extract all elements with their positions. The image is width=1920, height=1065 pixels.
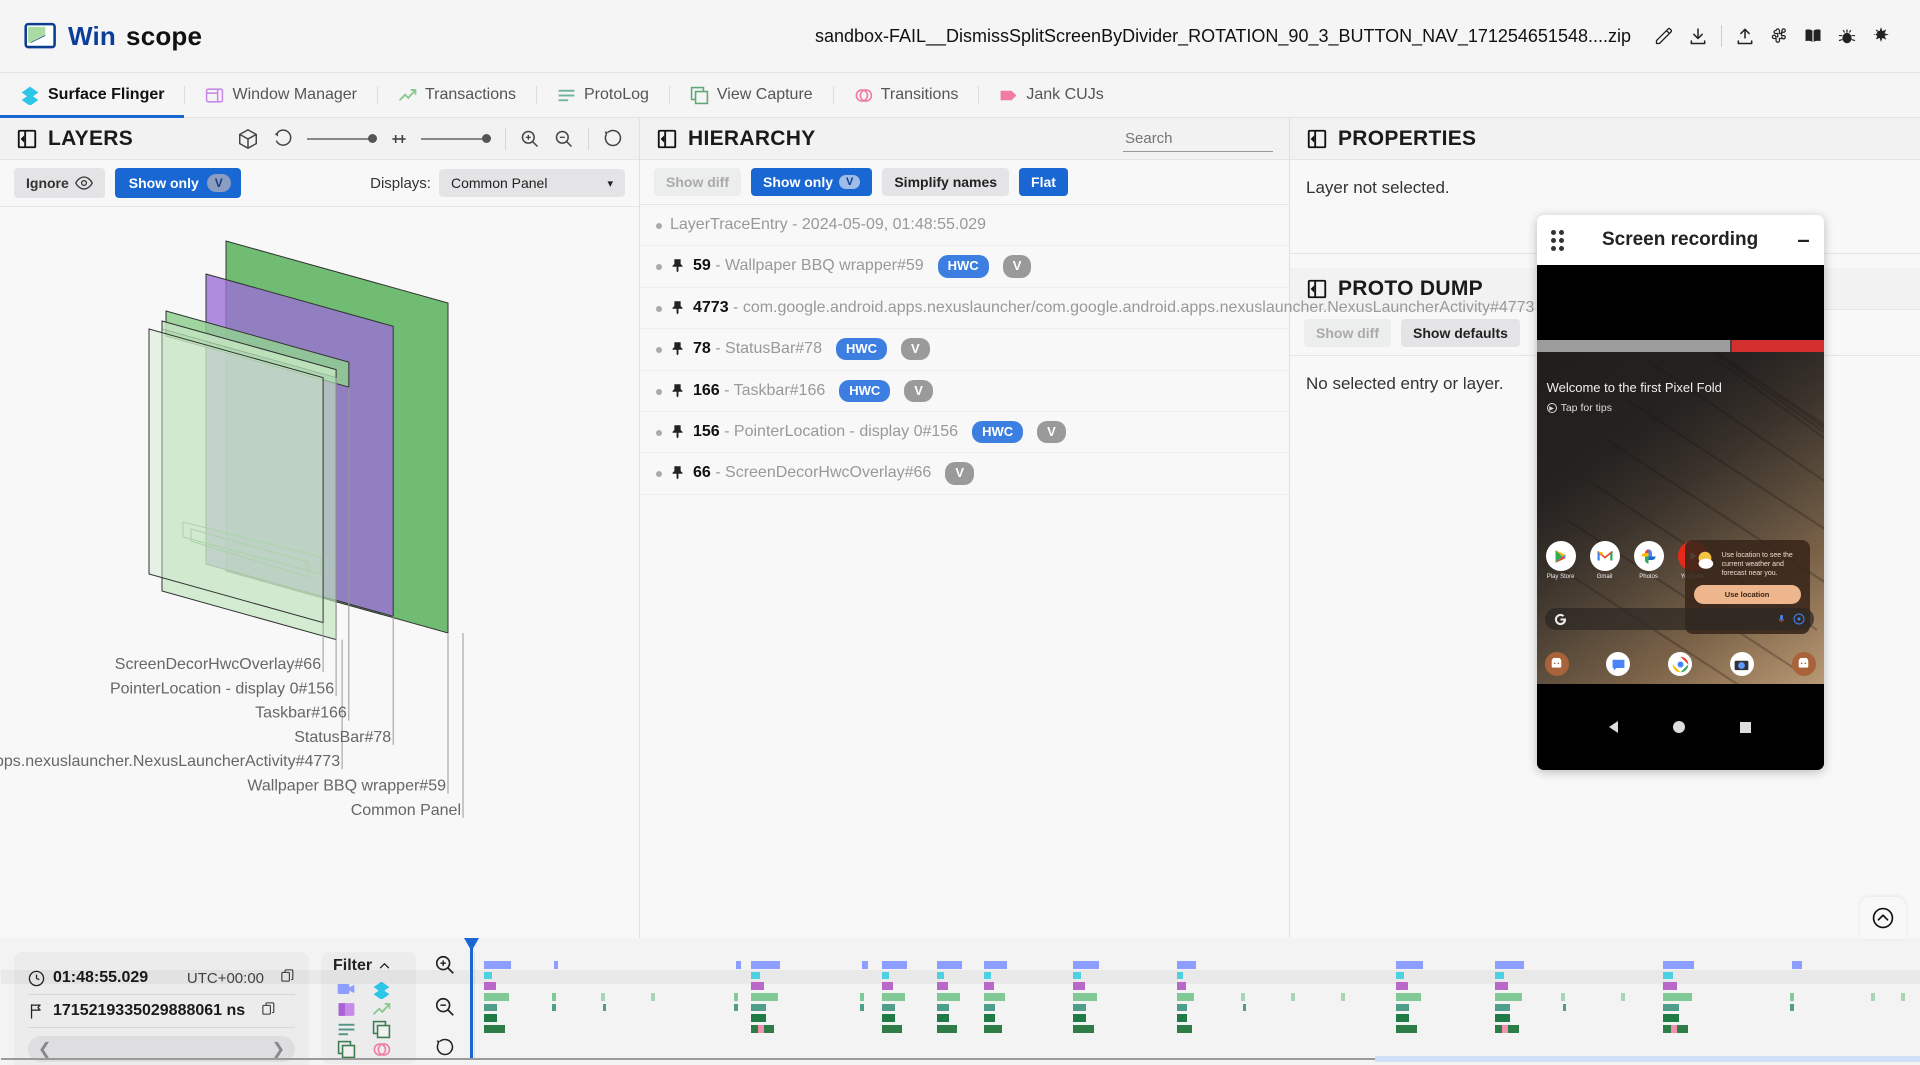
svg-text:Wallpaper BBQ wrapper#59: Wallpaper BBQ wrapper#59 [247, 778, 446, 795]
svg-text:Common Panel: Common Panel [351, 802, 461, 819]
svg-text:StatusBar#78: StatusBar#78 [294, 729, 391, 746]
svg-text:google.android.apps.nexuslaunc: google.android.apps.nexuslauncher.NexusL… [0, 753, 340, 770]
svg-text:Taskbar#166: Taskbar#166 [255, 705, 347, 722]
svg-text:PointerLocation - display 0#15: PointerLocation - display 0#156 [110, 680, 334, 697]
svg-text:ScreenDecorHwcOverlay#66: ScreenDecorHwcOverlay#66 [115, 656, 321, 673]
